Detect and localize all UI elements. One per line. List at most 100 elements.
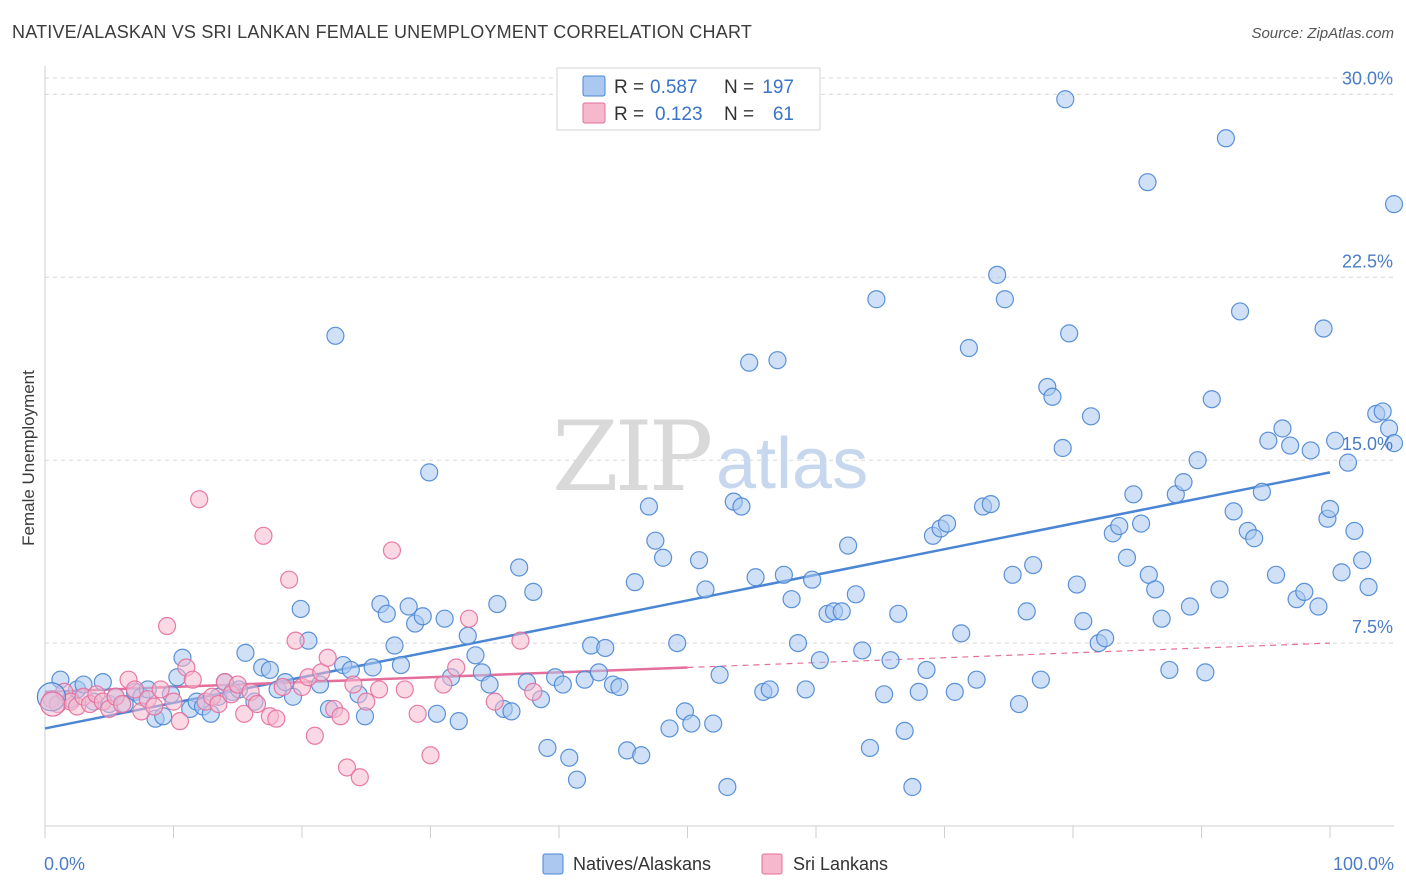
native-point — [466, 646, 485, 665]
trend-line-natives — [44, 471, 1331, 730]
native-point — [952, 624, 971, 643]
srilankan-point — [344, 675, 363, 694]
native-point — [1332, 563, 1351, 582]
correlation-legend: R = 0.587 N = 197 R = 0.123 N = 61 — [556, 67, 821, 131]
native-point — [420, 463, 439, 482]
srilankan-point — [164, 692, 183, 711]
native-point — [853, 641, 872, 660]
srilankan-point — [524, 682, 543, 701]
native-point — [889, 604, 908, 623]
srilankan-point — [357, 692, 376, 711]
native-point — [610, 677, 629, 697]
native-point — [1146, 580, 1165, 599]
native-point — [1252, 482, 1271, 501]
native-point — [1152, 609, 1171, 628]
native-point — [1314, 319, 1333, 338]
x-tick-label-min: 0.0% — [44, 854, 85, 874]
native-point — [718, 777, 737, 797]
native-point — [1024, 555, 1043, 575]
native-point — [1295, 582, 1314, 601]
srilankan-point — [235, 704, 254, 723]
bottom-legend-natives: Natives/Alaskans — [573, 854, 711, 874]
native-point — [1074, 612, 1093, 631]
native-point — [1338, 453, 1358, 472]
native-point — [632, 746, 651, 765]
native-point — [1224, 502, 1243, 521]
native-point — [236, 643, 255, 662]
y-tick-labels: 7.5% 15.0% 22.5% 30.0% — [1342, 68, 1393, 637]
native-point — [1174, 473, 1193, 492]
native-point — [860, 738, 880, 758]
native-point — [1309, 597, 1328, 616]
srilankan-point — [125, 680, 145, 699]
native-point — [760, 680, 779, 699]
native-point — [682, 714, 701, 733]
srilankan-point — [190, 490, 209, 509]
native-point — [937, 514, 957, 533]
legend-r-label-1: R = — [614, 77, 644, 98]
bottom-legend-srilankans: Sri Lankans — [793, 854, 888, 874]
native-point — [502, 702, 521, 721]
native-point — [413, 607, 432, 626]
native-point — [1345, 521, 1364, 541]
native-point — [1110, 516, 1129, 536]
native-point — [560, 748, 579, 767]
native-point — [458, 626, 477, 645]
native-point — [596, 638, 615, 658]
native-point — [810, 651, 829, 670]
native-point — [589, 663, 608, 682]
native-point — [696, 580, 715, 599]
srilankan-point — [280, 570, 299, 589]
srilankan-point — [151, 680, 170, 699]
native-point — [867, 290, 886, 309]
native-point — [1124, 485, 1143, 504]
native-point — [689, 551, 709, 570]
native-point — [1132, 514, 1151, 533]
legend-n-label-1: N = — [724, 77, 754, 98]
chart-title: NATIVE/ALASKAN VS SRI LANKAN FEMALE UNEM… — [12, 22, 752, 42]
native-point — [1009, 694, 1029, 714]
grid — [45, 77, 1394, 644]
native-point — [832, 602, 851, 621]
native-point — [1384, 434, 1404, 453]
native-point — [1067, 575, 1086, 594]
native-point — [326, 326, 345, 345]
native-point — [1273, 419, 1292, 438]
watermark-zip: ZIP — [552, 401, 711, 513]
native-point — [839, 536, 858, 555]
legend-n-label-2: N = — [724, 104, 754, 125]
srilankan-point — [183, 670, 202, 689]
srilankan-point — [511, 631, 530, 650]
native-point — [710, 665, 729, 684]
native-point — [553, 675, 572, 694]
native-point — [967, 670, 986, 689]
srilankan-point — [170, 712, 190, 731]
native-point — [959, 338, 979, 358]
srilankan-point — [395, 680, 414, 699]
srilankan-point — [112, 694, 132, 714]
y-tick-label: 15.0% — [1342, 434, 1393, 454]
srilankan-point — [370, 680, 389, 699]
native-point — [1160, 660, 1179, 680]
native-point — [774, 565, 793, 584]
legend-r-label-2: R = — [614, 104, 644, 125]
native-point — [788, 633, 808, 653]
native-point — [480, 675, 499, 694]
scatter-points — [36, 90, 1404, 797]
native-point — [391, 655, 411, 675]
native-point — [1003, 565, 1022, 584]
native-point — [995, 290, 1014, 309]
native-point — [903, 777, 922, 797]
srilankan-point — [434, 675, 453, 694]
native-point — [1266, 565, 1286, 584]
srilankan-point — [157, 616, 177, 636]
native-point — [1188, 451, 1207, 470]
native-point — [1202, 390, 1221, 409]
chart-source: Source: ZipAtlas.com — [1251, 25, 1394, 42]
y-tick-label: 7.5% — [1352, 617, 1393, 637]
native-point — [740, 353, 759, 372]
native-point — [1081, 407, 1101, 426]
native-point — [1117, 548, 1137, 567]
native-point — [1138, 173, 1157, 192]
